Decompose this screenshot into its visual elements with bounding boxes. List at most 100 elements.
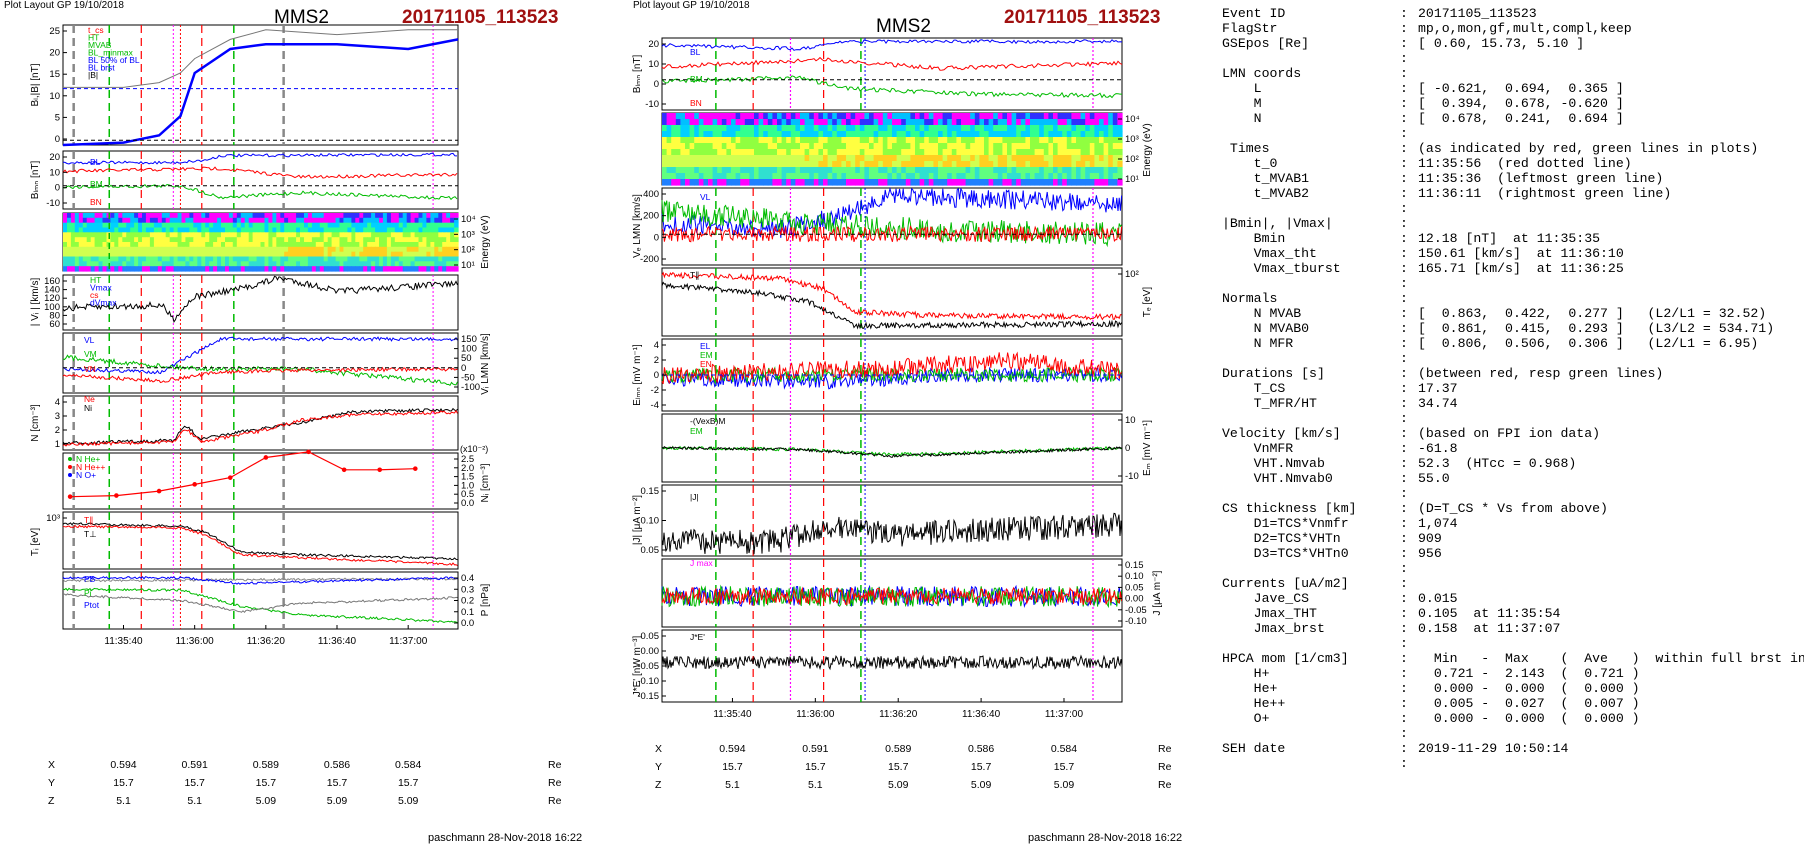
right-electron-spectrogram-cell (818, 119, 824, 126)
right-electron-spectrogram-cell (928, 131, 934, 138)
right-electron-spectrogram-cell (869, 161, 875, 168)
right-electron-spectrogram-cell (846, 119, 852, 126)
right-electron-spectrogram-cell (731, 125, 737, 132)
right-electron-spectrogram-cell (1071, 149, 1077, 156)
left-ion-spectrogram-cell (446, 266, 451, 272)
right-electron-spectrogram-cell (675, 125, 681, 132)
right-electron-spectrogram-cell (689, 155, 695, 162)
right-electron-spectrogram-cell (873, 173, 879, 180)
left-ion-spectrogram-cell (169, 237, 175, 243)
left-ion-spectrogram-cell (363, 261, 368, 267)
left-ion-spectrogram-cell (102, 222, 107, 229)
right-electron-spectrogram-cell (1080, 155, 1086, 162)
right-electron-spectrogram-cell (698, 167, 704, 174)
right-electron-spectrogram-cell (694, 119, 700, 126)
right-electron-spectrogram-cell (1085, 167, 1091, 174)
right-footer: paschmann 28-Nov-2018 16:22 (1028, 832, 1183, 844)
left-ion-spectrogram-cell (181, 246, 186, 253)
right-electron-spectrogram-cell (1099, 113, 1105, 120)
right-electron-spectrogram-cell (896, 131, 902, 138)
q6-tick-label: 10 (1125, 415, 1136, 426)
right-electron-spectrogram-cell (928, 119, 934, 126)
right-electron-spectrogram-cell (740, 179, 746, 186)
left-ion-spectrogram-cell (300, 217, 305, 224)
right-electron-spectrogram-cell (846, 161, 852, 168)
right-electron-spectrogram-cell (721, 143, 727, 150)
left-ion-spectrogram-cell (90, 213, 96, 219)
left-ion-spectrogram-cell (232, 251, 238, 258)
left-ion-spectrogram-cell (347, 251, 352, 258)
right-electron-spectrogram-cell (717, 119, 723, 126)
left-ion-spectrogram-cell (367, 251, 372, 258)
right-electron-spectrogram-cell (892, 179, 898, 186)
left-ion-spectrogram-cell (272, 227, 277, 233)
left-ion-spectrogram-cell (375, 266, 380, 272)
right-electron-spectrogram-cell (767, 119, 773, 126)
p1-legend-item: |B| (88, 70, 98, 80)
right-electron-spectrogram-cell (777, 173, 783, 180)
right-electron-spectrogram-cell (795, 155, 801, 162)
right-electron-spectrogram-cell (740, 113, 746, 120)
p8-tick-label: 10³ (46, 513, 60, 524)
left-ion-spectrogram-cell (118, 232, 123, 238)
right-electron-spectrogram-cell (758, 161, 764, 168)
q5-ylabel: Eₗₘₙ [mV m⁻¹] (632, 344, 643, 406)
left-ion-spectrogram-cell (418, 242, 423, 248)
right-electron-spectrogram-cell (846, 155, 852, 162)
left-ion-spectrogram-cell (442, 246, 447, 253)
left-ion-spectrogram-cell (351, 266, 356, 272)
left-ion-spectrogram-cell (118, 261, 123, 267)
left-ion-spectrogram-cell (181, 251, 186, 258)
info-colon: : (1400, 441, 1408, 456)
right-electron-spectrogram-cell (938, 161, 944, 168)
left-ion-spectrogram-cell (355, 256, 360, 262)
left-ion-spectrogram-cell (276, 227, 281, 233)
right-electron-spectrogram-cell (662, 119, 668, 126)
right-electron-spectrogram-cell (864, 167, 870, 174)
right-electron-spectrogram-cell (813, 119, 819, 126)
left-ion-spectrogram-cell (169, 217, 175, 224)
right-electron-spectrogram-cell (731, 161, 737, 168)
right-electron-spectrogram-cell (979, 173, 985, 180)
right-electron-spectrogram-cell (675, 119, 681, 126)
right-electron-spectrogram-cell (662, 113, 668, 120)
right-electron-spectrogram-cell (749, 113, 755, 120)
info-label: L (1222, 81, 1262, 96)
right-electron-spectrogram-cell (970, 155, 976, 162)
left-ion-spectrogram-cell (434, 222, 439, 229)
left-ion-spectrogram-cell (442, 237, 447, 243)
left-ion-spectrogram-cell (442, 217, 447, 224)
left-ion-spectrogram-cell (232, 222, 238, 229)
info-label: M (1222, 96, 1262, 111)
p1-legend-item: t_cs (88, 25, 104, 35)
left-ion-spectrogram-cell (189, 237, 194, 243)
left-ion-spectrogram-cell (189, 217, 194, 224)
right-electron-spectrogram-cell (675, 155, 681, 162)
left-ion-spectrogram-cell (86, 213, 92, 219)
left-ion-spectrogram-cell (165, 227, 171, 233)
left-ion-spectrogram-cell (82, 217, 88, 224)
right-electron-spectrogram-cell (933, 161, 939, 168)
left-ion-spectrogram-cell (217, 222, 222, 229)
left-ion-spectrogram-cell (256, 227, 262, 233)
right-electron-spectrogram-cell (786, 179, 792, 186)
info-colon: : (1400, 186, 1408, 201)
right-electron-spectrogram-cell (772, 149, 778, 156)
right-electron-spectrogram-cell (666, 167, 672, 174)
right-electron-spectrogram-cell (1030, 113, 1036, 120)
right-electron-spectrogram-cell (988, 113, 994, 120)
right-electron-spectrogram-cell (1062, 119, 1068, 126)
right-electron-spectrogram-cell (698, 143, 704, 150)
right-electron-spectrogram-cell (887, 113, 893, 120)
right-electron-spectrogram-cell (928, 167, 934, 174)
left-ion-spectrogram-cell (323, 251, 329, 258)
right-electron-spectrogram-cell (662, 179, 668, 186)
left-ion-spectrogram-cell (118, 246, 123, 253)
right-electron-spectrogram-cell (832, 173, 838, 180)
left-ion-spectrogram-cell (402, 266, 408, 272)
p9-pb-line (62, 576, 458, 585)
info-value: 165.71 [km/s] at 11:36:25 (1418, 261, 1624, 276)
right-electron-spectrogram-cell (1030, 137, 1036, 144)
right-electron-spectrogram-cell (685, 179, 691, 186)
right-electron-spectrogram-cell (1099, 143, 1105, 150)
